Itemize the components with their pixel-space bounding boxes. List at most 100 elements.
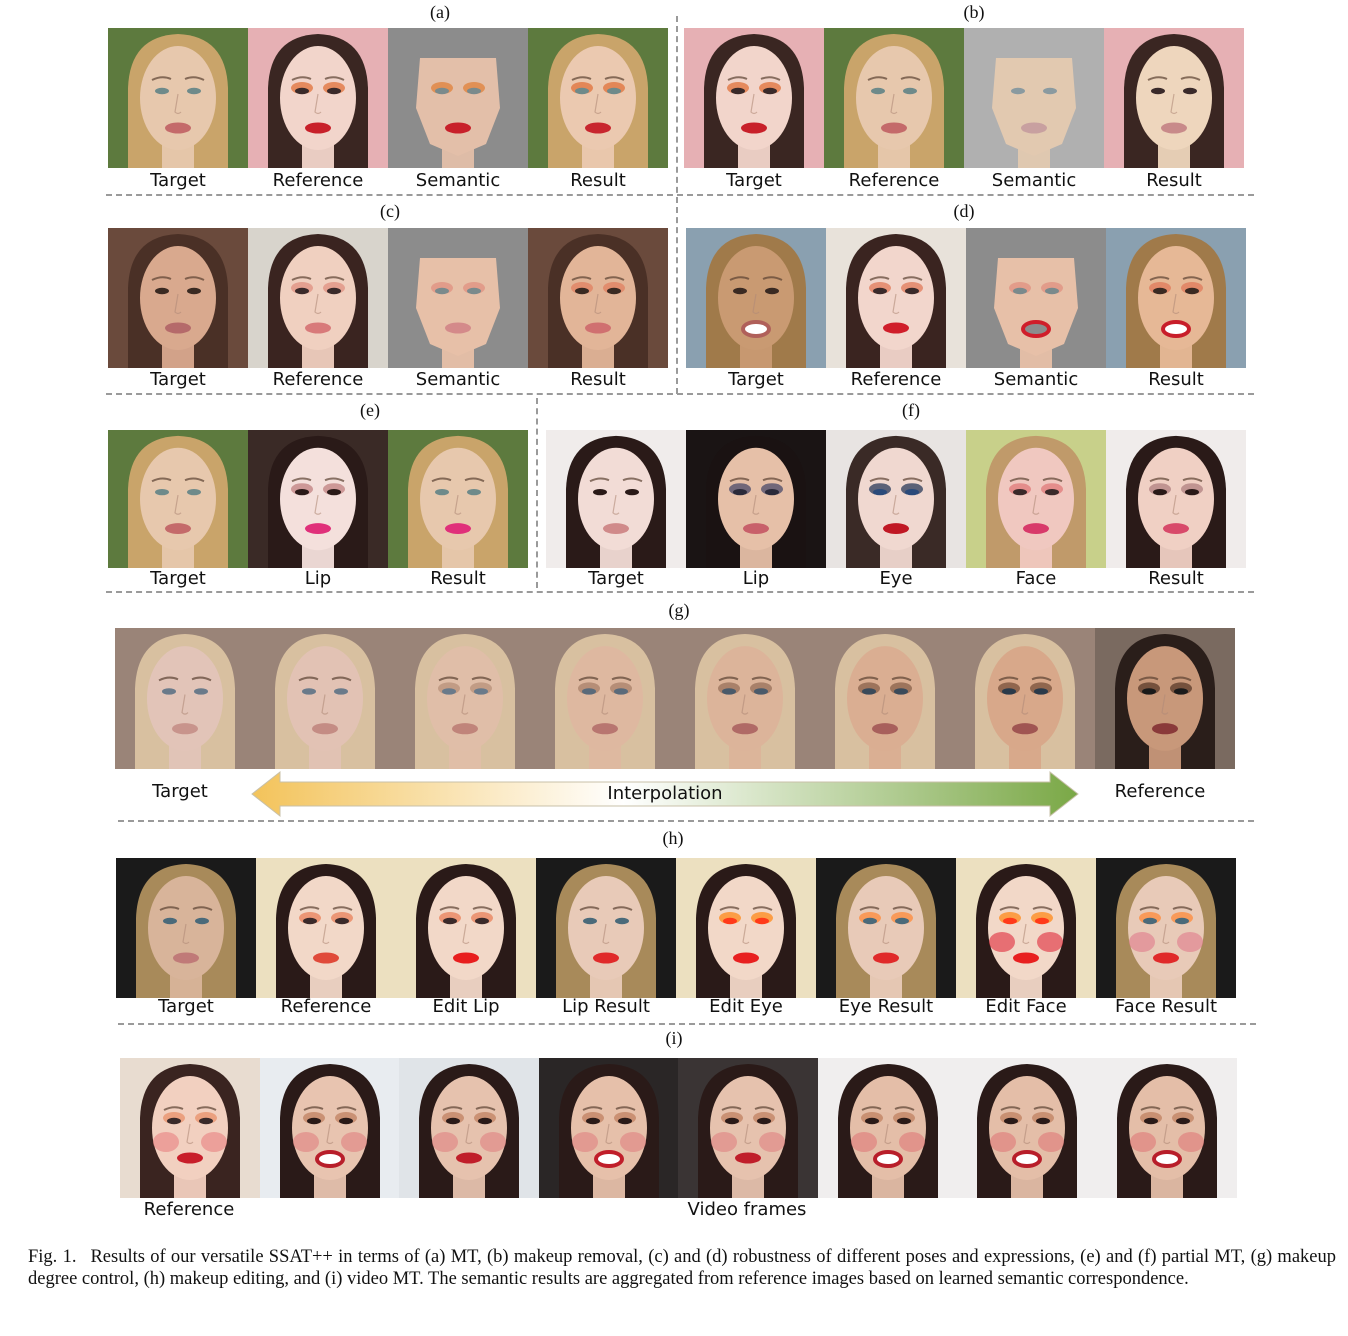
panel-d-image-2 <box>826 228 966 368</box>
eye-right <box>625 488 639 496</box>
lips <box>165 523 191 534</box>
panel-f-image-4 <box>966 430 1106 568</box>
eye-left <box>435 488 449 496</box>
lips <box>873 952 899 964</box>
eye-left <box>167 1117 181 1125</box>
panel-a-caption-2: Reference <box>272 170 364 191</box>
brow-right <box>902 276 923 281</box>
brow-right <box>902 477 923 483</box>
lips <box>1012 723 1038 735</box>
face-region <box>416 258 500 356</box>
face <box>1127 646 1203 751</box>
panel-d-caption-4: Result <box>1148 369 1204 390</box>
face <box>998 447 1074 551</box>
panel-label-a: (a) <box>430 2 450 22</box>
lips <box>445 122 471 134</box>
nose <box>882 923 890 945</box>
eye-left <box>1143 1117 1158 1125</box>
eye-right <box>607 87 621 95</box>
interpolation-arrow: Interpolation <box>250 770 1080 818</box>
face <box>140 447 216 551</box>
brow-left <box>303 1106 323 1111</box>
brow-right <box>324 76 345 81</box>
lips <box>165 322 191 334</box>
face <box>718 246 794 350</box>
nose <box>174 293 182 315</box>
eye-left <box>303 917 317 925</box>
eye-right <box>467 488 481 496</box>
lips <box>1163 523 1189 534</box>
brow-right <box>324 276 345 281</box>
brow-left <box>163 1106 184 1111</box>
nose <box>750 93 758 115</box>
brow-left <box>1149 276 1170 281</box>
nose <box>602 923 610 945</box>
lips <box>305 122 331 134</box>
brow-right <box>324 477 345 483</box>
eye-left <box>722 688 736 695</box>
panel-c-caption-3: Semantic <box>415 369 501 390</box>
eye-left <box>1143 917 1157 925</box>
panel-label-c: (c) <box>380 201 400 221</box>
teeth <box>745 324 767 334</box>
eye-left <box>1003 917 1017 925</box>
lips <box>592 723 618 735</box>
eye-right <box>903 87 917 95</box>
brow-left <box>151 276 172 281</box>
eye-right <box>765 287 779 295</box>
panel-c-caption-1: Target <box>150 369 206 390</box>
face <box>708 876 784 980</box>
eye-left <box>295 488 309 496</box>
panel-f-image-2 <box>686 430 826 568</box>
eye-left <box>873 287 887 295</box>
blush-right <box>480 1132 506 1152</box>
blush-left <box>153 1132 179 1152</box>
brow-right <box>331 676 352 682</box>
eye-left <box>862 688 876 695</box>
eye-left <box>435 87 449 95</box>
panel-b-image-4 <box>1104 28 1244 168</box>
eye-left <box>155 488 169 496</box>
eye-right <box>338 1117 353 1125</box>
eye-right <box>187 488 201 496</box>
brow-right <box>1180 76 1201 81</box>
brow-right <box>762 276 783 281</box>
eye-left <box>302 688 316 695</box>
panel-label-b: (b) <box>963 2 985 22</box>
face <box>280 46 356 150</box>
brow-left <box>158 676 179 682</box>
panel-h-caption-4: Lip Result <box>562 996 650 1017</box>
nose <box>744 1123 752 1145</box>
panel-e-caption-3: Result <box>430 568 486 589</box>
eye-right <box>1045 287 1059 295</box>
figure-caption: Fig. 1. Results of our versatile SSAT++ i… <box>28 1246 1336 1290</box>
eye-right <box>478 1117 492 1125</box>
panel-h-image-5 <box>676 858 816 998</box>
eye-right <box>754 688 768 695</box>
brow-right <box>892 906 913 911</box>
brow-left <box>159 906 180 911</box>
blush-right <box>340 1132 367 1152</box>
eye-left <box>1142 688 1156 695</box>
brow-right <box>751 676 772 682</box>
lips <box>1013 952 1039 964</box>
nose <box>1161 694 1169 715</box>
face <box>560 246 636 350</box>
brow-right <box>894 1106 914 1111</box>
brow-right <box>336 1106 356 1111</box>
brow-left <box>1149 477 1170 483</box>
eye-left <box>1153 488 1167 496</box>
brow-right <box>471 676 492 682</box>
face <box>140 46 216 150</box>
divider-ab <box>106 194 1254 196</box>
nose <box>465 1123 473 1145</box>
face-region <box>994 258 1078 356</box>
nose <box>174 93 182 115</box>
lips <box>743 523 769 534</box>
face <box>707 646 783 751</box>
blush-right <box>898 1132 925 1152</box>
eye-left <box>163 917 177 925</box>
brow-right <box>615 1106 635 1111</box>
nose <box>1032 494 1040 515</box>
nose <box>890 93 898 115</box>
